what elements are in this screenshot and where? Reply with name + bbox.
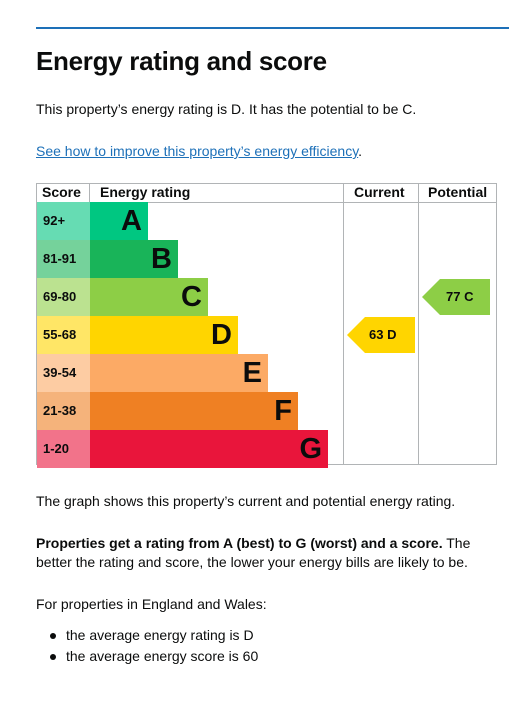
top-divider [36,27,509,29]
list-item: the average energy rating is D [36,625,258,646]
potential-rating-label: 77 C [446,289,474,304]
current-header: Current [354,184,405,200]
score-range-b: 81-91 [37,240,90,278]
list-item: the average energy score is 60 [36,646,258,667]
rating-explanation: Properties get a rating from A (best) to… [36,534,496,572]
rating-band-g: G [90,430,328,468]
band-letter-c: C [181,281,202,313]
potential-rating-arrow: 77 C [422,279,490,315]
score-header: Score [42,184,81,200]
band-letter-e: E [242,357,262,389]
band-letter-a: A [121,205,142,237]
score-range-e: 39-54 [37,354,90,392]
potential-header: Potential [428,184,488,200]
rating-explanation-bold: Properties get a rating from A (best) to… [36,535,443,551]
rating-band-a: A [90,202,148,240]
score-range-g: 1-20 [37,430,90,468]
band-letter-d: D [211,319,232,351]
band-letter-g: G [299,433,322,465]
band-letter-b: B [151,243,172,275]
rating-header: Energy rating [100,184,191,200]
regional-intro: For properties in England and Wales: [36,596,267,612]
rating-band-d: D [90,316,238,354]
average-score-text: the average energy score is 60 [66,648,259,664]
rating-explanation-rest: The better the rating and score, the low… [36,535,471,570]
energy-rating-chart: Score Energy rating Current Potential 92… [36,183,497,468]
link-suffix: . [358,143,363,159]
potential-column-divider [418,183,419,465]
bullet-icon [50,633,56,639]
current-column-divider [343,183,344,465]
current-rating-arrow: 63 D [347,317,415,353]
rating-band-e: E [90,354,268,392]
potential-arrow-shape [422,279,490,315]
average-rating-text: the average energy rating is D [66,627,254,643]
graph-description: The graph shows this property’s current … [36,493,456,509]
improve-paragraph: See how to improve this property’s energ… [36,142,362,161]
current-rating-label: 63 D [369,327,397,342]
rating-band-b: B [90,240,178,278]
band-letter-f: F [274,395,292,427]
current-arrow-shape [347,317,415,353]
bullet-icon [50,654,56,660]
improve-efficiency-link[interactable]: See how to improve this property’s energ… [36,143,359,159]
rating-summary: This property’s energy rating is D. It h… [36,101,417,117]
rating-band-f: F [90,392,298,430]
page-title: Energy rating and score [36,46,327,76]
score-range-d: 55-68 [37,316,90,354]
score-range-f: 21-38 [37,392,90,430]
average-stats-list: the average energy rating is D the avera… [36,625,258,667]
rating-band-c: C [90,278,208,316]
header-divider [36,202,497,203]
score-range-a: 92+ [37,202,90,240]
score-range-c: 69-80 [37,278,90,316]
